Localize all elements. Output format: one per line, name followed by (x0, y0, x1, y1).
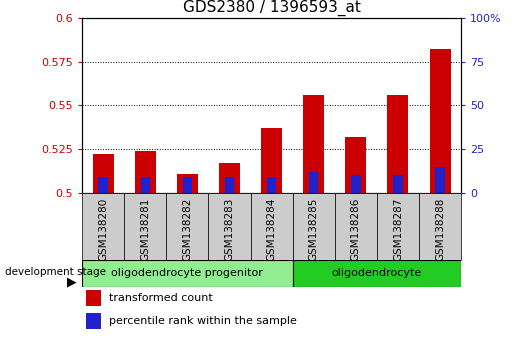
Text: GSM138280: GSM138280 (98, 198, 108, 261)
Bar (293, 193, 335, 260)
Bar (387, 95, 409, 193)
Bar (219, 163, 240, 193)
Bar (86, 313, 101, 329)
Text: ▶: ▶ (67, 275, 76, 288)
Bar (166, 193, 208, 260)
Text: GSM138286: GSM138286 (351, 198, 361, 261)
Text: GSM138282: GSM138282 (182, 198, 192, 261)
Bar (429, 49, 450, 193)
Bar (293, 260, 461, 287)
Text: GSM138287: GSM138287 (393, 198, 403, 261)
Text: oligodendrocyte progenitor: oligodendrocyte progenitor (111, 268, 263, 279)
Bar (435, 167, 445, 193)
Text: GSM138285: GSM138285 (309, 198, 319, 261)
Bar (99, 177, 108, 193)
Text: GSM138281: GSM138281 (140, 198, 151, 261)
Bar (377, 193, 419, 260)
Text: development stage: development stage (5, 267, 107, 277)
Text: GSM138284: GSM138284 (267, 198, 277, 261)
Text: GSM138288: GSM138288 (435, 198, 445, 261)
Bar (208, 193, 251, 260)
Bar (251, 193, 293, 260)
Bar (135, 151, 156, 193)
Bar (86, 290, 101, 306)
Title: GDS2380 / 1396593_at: GDS2380 / 1396593_at (183, 0, 360, 16)
Bar (393, 175, 403, 193)
Bar (351, 175, 360, 193)
Text: oligodendrocyte: oligodendrocyte (332, 268, 422, 279)
Text: transformed count: transformed count (109, 293, 213, 303)
Bar (419, 193, 461, 260)
Bar (225, 177, 234, 193)
Bar (124, 193, 166, 260)
Bar (140, 177, 150, 193)
Bar (261, 128, 282, 193)
Bar (82, 193, 124, 260)
Bar (267, 177, 276, 193)
Bar (183, 177, 192, 193)
Bar (93, 154, 114, 193)
Bar (335, 193, 377, 260)
Bar (82, 260, 293, 287)
Bar (309, 172, 319, 193)
Bar (177, 174, 198, 193)
Text: GSM138283: GSM138283 (225, 198, 234, 261)
Bar (346, 137, 366, 193)
Text: percentile rank within the sample: percentile rank within the sample (109, 316, 297, 326)
Bar (303, 95, 324, 193)
